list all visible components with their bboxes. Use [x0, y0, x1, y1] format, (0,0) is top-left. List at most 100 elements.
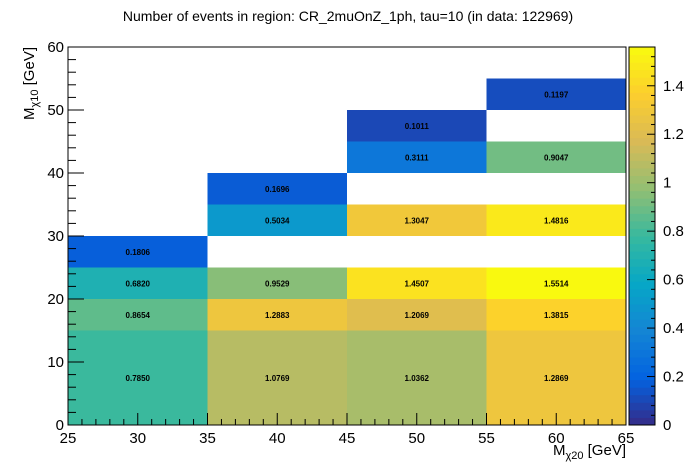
colorbar-segment: [629, 84, 655, 93]
cell-value-label: 0.1806: [126, 248, 151, 257]
y-tick-label: 20: [47, 291, 64, 308]
colorbar-segment: [629, 356, 655, 366]
colorbar-segment: [629, 167, 655, 177]
x-axis-title-subscript: χ20: [565, 450, 583, 462]
cells-layer: [68, 78, 626, 425]
colorbar-segment: [629, 296, 655, 305]
cell-value-label: 1.0362: [405, 374, 430, 383]
heatmap-cell: [486, 78, 626, 110]
cell-value-label: 1.2069: [405, 311, 430, 320]
heatmap-cell: [347, 330, 487, 425]
colorbar-segment: [629, 349, 655, 358]
y-tick-label: 30: [47, 228, 64, 245]
cell-value-label: 0.1011: [405, 122, 430, 131]
colorbar-tick-label: 0.4: [663, 320, 684, 337]
colorbar-segment: [629, 379, 655, 388]
colorbar-segment: [629, 69, 655, 78]
colorbar-segment: [629, 251, 655, 260]
cell-value-label: 0.9047: [544, 153, 569, 162]
cell-value-label: 0.9529: [265, 279, 290, 288]
heatmap-cell: [347, 141, 487, 173]
cell-value-label: 0.6820: [126, 279, 151, 288]
x-tick-label: 25: [60, 430, 77, 447]
x-tick-label: 45: [339, 430, 356, 447]
colorbar-segment: [629, 54, 655, 63]
x-tick-label: 50: [408, 430, 425, 447]
colorbar-segment: [629, 326, 655, 335]
y-axis-title: Mχ10 [GeV]: [21, 47, 41, 120]
heatmap-cell: [486, 267, 626, 299]
cell-value-label: 0.1696: [265, 185, 290, 194]
colorbar-tick-label: 1.2: [663, 126, 684, 143]
cell-value-label: 1.4816: [544, 216, 569, 225]
cell-value-label: 0.1197: [544, 90, 569, 99]
cell-labels-layer: 0.7850 1.0769 1.0362 1.2869 0.8654 1.2883 1.20…: [126, 90, 570, 383]
colorbar-segment: [629, 266, 655, 275]
x-axis-title: Mχ20 [GeV]: [553, 442, 626, 462]
colorbar-segment: [629, 220, 655, 229]
colorbar-tick-label: 0: [663, 417, 671, 434]
cell-value-label: 1.0769: [265, 374, 290, 383]
x-tick-label: 60: [548, 430, 565, 447]
colorbar-segment: [629, 92, 655, 101]
colorbar-segment: [629, 402, 655, 411]
colorbar-segment: [629, 394, 655, 403]
x-tick-label: 30: [129, 430, 146, 447]
heatmap-cell: [207, 330, 347, 425]
y-axis-title-unit: [GeV]: [21, 47, 38, 90]
y-tick-label: 50: [47, 102, 64, 119]
x-axis: 25 30 35 40 45 50 55 60 65: [60, 413, 635, 447]
colorbar-tick-label: 1: [663, 175, 671, 192]
colorbar-tick-label: 1.4: [663, 78, 684, 95]
y-tick-label: 60: [47, 39, 64, 56]
colorbar-segment: [629, 364, 655, 373]
cell-value-label: 0.8654: [126, 311, 151, 320]
colorbar-segment: [629, 62, 655, 71]
colorbar-segment: [629, 175, 655, 184]
heatmap-cell: [347, 204, 487, 236]
y-axis-title-subscript: χ10: [29, 90, 41, 108]
colorbar-segment: [629, 288, 655, 297]
colorbar-segment: [629, 228, 655, 237]
colorbar-segment: [629, 115, 655, 124]
colorbar-segment: [629, 213, 655, 222]
colorbar-segment: [629, 205, 655, 214]
colorbar-tick-label: 0.8: [663, 223, 684, 240]
colorbar-segment: [629, 183, 655, 192]
colorbar-segment: [629, 198, 655, 207]
y-tick-label: 10: [47, 354, 64, 371]
cell-value-label: 0.3111: [405, 153, 429, 162]
x-tick-label: 40: [269, 430, 286, 447]
colorbar-segment: [629, 258, 655, 267]
heatmap-cell: [207, 267, 347, 299]
x-tick-label: 65: [618, 430, 635, 447]
heatmap-cell: [207, 204, 347, 236]
colorbar-segment: [629, 107, 655, 116]
colorbar-segment: [629, 304, 655, 313]
colorbar-segment: [629, 409, 655, 418]
colorbar-segment: [629, 372, 655, 381]
heatmap-cell: [486, 330, 626, 425]
colorbar-segment: [629, 273, 655, 282]
y-axis: 0 10 20 30 40 50 60: [47, 39, 84, 434]
colorbar-segment: [629, 417, 655, 426]
x-axis-title-main: M: [553, 442, 566, 459]
x-tick-label: 55: [478, 430, 495, 447]
cell-value-label: 0.5034: [265, 216, 290, 225]
colorbar-segment: [629, 145, 655, 154]
colorbar-segment: [629, 130, 655, 139]
cell-value-label: 1.2883: [265, 311, 290, 320]
colorbar-segment: [629, 77, 655, 86]
colorbar-segment: [629, 160, 655, 169]
heatmap-cell: [207, 173, 347, 205]
colorbar-tick-label: 0.2: [663, 369, 684, 386]
colorbar-segment: [629, 341, 655, 350]
heatmap-cell: [68, 330, 208, 425]
heatmap-cell: [347, 110, 487, 142]
chart-title: Number of events in region: CR_2muOnZ_1p…: [123, 8, 573, 24]
colorbar-axis: 0 0.2 0.4 0.6 0.8 1 1.2 1.4: [647, 46, 684, 434]
colorbar-segment: [629, 47, 655, 56]
colorbar-frame: [628, 46, 656, 426]
